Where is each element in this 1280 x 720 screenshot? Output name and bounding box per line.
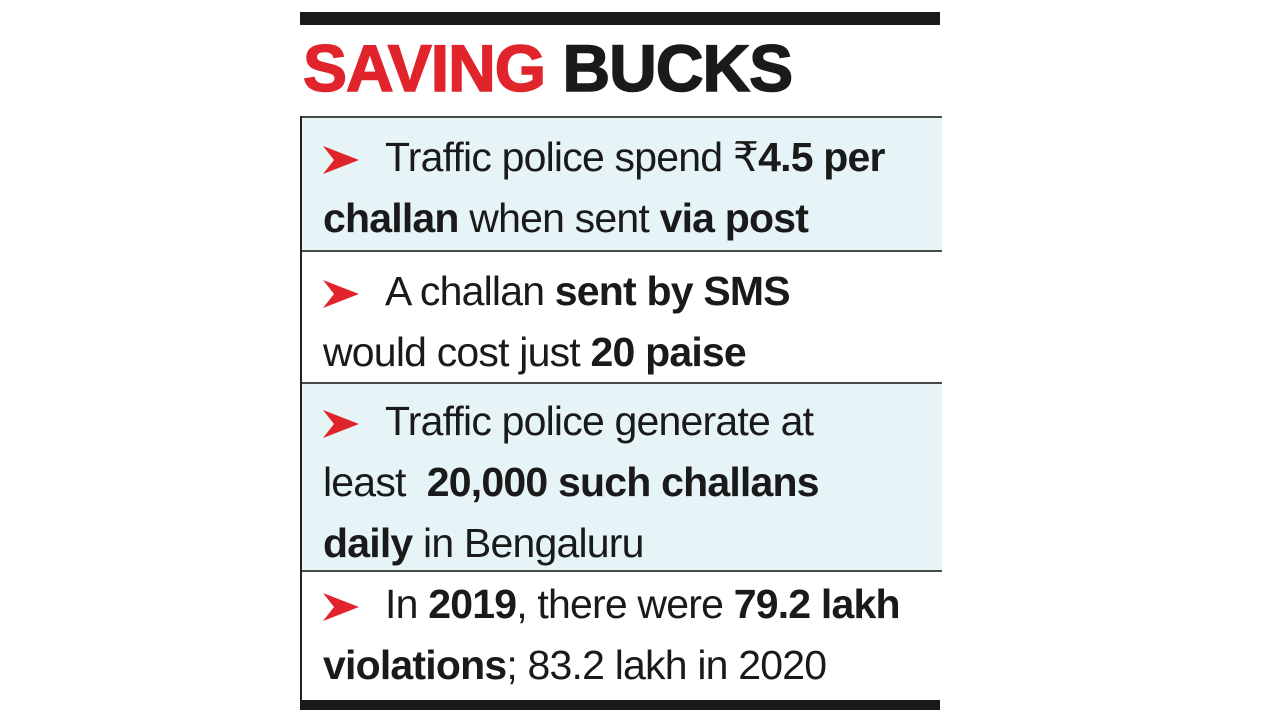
divider: [302, 250, 942, 252]
bottom-rule: [300, 700, 940, 710]
arrow-bullet-icon: [323, 146, 359, 174]
headline-word-bucks: BUCKS: [562, 31, 794, 105]
bullet-list: Traffic police spend ₹4.5 per challan wh…: [300, 116, 942, 700]
list-item: Traffic police generate at least 20,000 …: [302, 384, 942, 570]
list-item: Traffic police spend ₹4.5 per challan wh…: [302, 118, 942, 250]
infobox: SAVING BUCKS Traffic police spend ₹4.5 p…: [300, 12, 942, 710]
arrow-bullet-icon: [323, 410, 359, 438]
arrow-bullet-icon: [323, 593, 359, 621]
arrow-bullet-icon: [323, 280, 359, 308]
divider: [302, 116, 942, 118]
divider: [302, 570, 942, 572]
headline: SAVING BUCKS: [302, 31, 794, 105]
top-rule: [300, 12, 940, 25]
headline-word-saving: SAVING: [302, 31, 547, 105]
list-item: In 2019, there were 79.2 lakh violations…: [323, 581, 901, 688]
list-item: A challan sent by SMS would cost just 20…: [323, 268, 791, 375]
divider: [302, 382, 942, 384]
